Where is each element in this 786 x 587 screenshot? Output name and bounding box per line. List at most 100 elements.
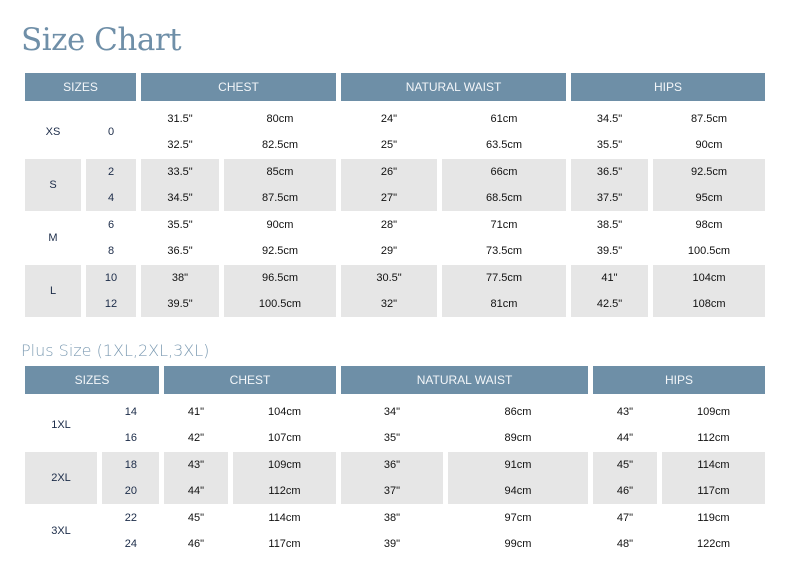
hips-inches: 39.5" [596, 245, 623, 257]
hips-inches-cell: 36.5" 37.5" [571, 159, 648, 211]
waist-inches: 38" [383, 512, 401, 524]
size-number: 6 [107, 219, 115, 231]
table-header: SIZES CHEST NATURAL WAIST HIPS [25, 73, 765, 101]
size-cell: M [25, 212, 81, 264]
waist-cm: 81cm [490, 298, 518, 310]
waist-inches: 39" [383, 538, 401, 550]
header-natural-waist: NATURAL WAIST [341, 73, 566, 101]
size-cell: L [25, 265, 81, 317]
size-label: 2XL [51, 472, 71, 484]
chest-cm-cell: 96.5cm 100.5cm [224, 265, 336, 317]
size-cell: 2XL [25, 452, 97, 504]
hips-inches: 41" [601, 272, 618, 284]
header-sizes: SIZES [25, 366, 159, 394]
chest-cm: 109cm [267, 459, 302, 471]
header-hips: HIPS [571, 73, 765, 101]
waist-inches: 29" [380, 245, 398, 257]
hips-cm: 100.5cm [687, 245, 731, 257]
chest-cm-cell: 85cm 87.5cm [224, 159, 336, 211]
size-number: 4 [107, 192, 115, 204]
hips-inches: 37.5" [596, 192, 623, 204]
waist-cm: 99cm [504, 538, 532, 550]
size-cell: XS [25, 106, 81, 158]
hips-inches: 42.5" [596, 298, 623, 310]
size-label: L [49, 285, 57, 297]
chest-inches: 45" [187, 512, 205, 524]
chest-inches: 36.5" [167, 245, 193, 257]
waist-inches-cell: 34" 35" [341, 399, 443, 451]
size-number-cell: 0 [86, 106, 136, 158]
waist-cm: 68.5cm [485, 192, 523, 204]
hips-inches-cell: 45" 46" [593, 452, 657, 504]
chest-cm: 85cm [266, 166, 294, 178]
waist-inches: 36" [383, 459, 401, 471]
chest-inches: 43" [187, 459, 205, 471]
waist-inches-cell: 26" 27" [341, 159, 437, 211]
hips-inches-cell: 43" 44" [593, 399, 657, 451]
chest-cm: 100.5cm [258, 298, 302, 310]
size-number: 2 [107, 166, 115, 178]
size-cell: 1XL [25, 399, 97, 451]
waist-cm: 91cm [504, 459, 532, 471]
chest-cm-cell: 114cm 117cm [233, 505, 336, 557]
hips-cm: 98cm [695, 219, 723, 231]
chest-inches-cell: 35.5" 36.5" [141, 212, 219, 264]
hips-cm-cell: 87.5cm 90cm [653, 106, 765, 158]
hips-cm-cell: 119cm 122cm [662, 505, 765, 557]
size-cell: 3XL [25, 505, 97, 557]
size-row-group: XS 0 31.5" 32.5" 80cm 82.5cm 24" 25" 61cm 63.5cm 3… [25, 106, 765, 159]
hips-inches: 35.5" [596, 139, 623, 151]
waist-inches: 28" [380, 219, 398, 231]
chest-cm: 117cm [268, 538, 301, 550]
plus-size-title: Plus Size (1XL,2XL,3XL) [21, 341, 210, 360]
waist-cm: 89cm [504, 432, 532, 444]
size-label: 3XL [51, 525, 71, 537]
waist-cm-cell: 91cm 94cm [448, 452, 588, 504]
hips-inches: 45" [616, 459, 634, 471]
hips-inches: 44" [616, 432, 634, 444]
chest-inches: 44" [187, 485, 205, 497]
size-row-group: 3XL 22 24 45" 46" 114cm 117cm 38" 39" 97cm 99cm 47"… [25, 505, 765, 558]
size-number-cell: 22 24 [102, 505, 159, 557]
chest-inches-cell: 41" 42" [164, 399, 228, 451]
chest-cm: 82.5cm [261, 139, 299, 151]
hips-inches: 46" [616, 485, 634, 497]
size-number: 18 [124, 459, 137, 471]
waist-inches-cell: 36" 37" [341, 452, 443, 504]
hips-cm: 117cm [697, 485, 730, 497]
waist-inches: 37" [383, 485, 401, 497]
chest-inches: 46" [187, 538, 205, 550]
waist-cm-cell: 66cm 68.5cm [442, 159, 566, 211]
waist-cm-cell: 71cm 73.5cm [442, 212, 566, 264]
chest-cm: 104cm [267, 406, 302, 418]
waist-cm: 94cm [504, 485, 532, 497]
chest-inches: 32.5" [167, 139, 193, 151]
hips-inches: 43" [616, 406, 634, 418]
header-natural-waist: NATURAL WAIST [341, 366, 588, 394]
waist-inches: 24" [380, 113, 398, 125]
waist-cm: 63.5cm [485, 139, 523, 151]
waist-cm-cell: 86cm 89cm [448, 399, 588, 451]
chest-inches: 34.5" [167, 192, 193, 204]
header-chest: CHEST [164, 366, 336, 394]
waist-cm: 86cm [504, 406, 532, 418]
size-number: 12 [104, 298, 118, 310]
size-number-cell: 10 12 [86, 265, 136, 317]
size-label: S [49, 179, 57, 191]
hips-cm: 90cm [695, 139, 723, 151]
waist-cm: 77.5cm [485, 272, 523, 284]
chest-cm-cell: 104cm 107cm [233, 399, 336, 451]
chest-inches: 42" [187, 432, 205, 444]
waist-cm-cell: 97cm 99cm [448, 505, 588, 557]
waist-inches: 27" [380, 192, 398, 204]
size-number: 10 [104, 272, 118, 284]
waist-inches-cell: 38" 39" [341, 505, 443, 557]
plus-size-chart-table: SIZES CHEST NATURAL WAIST HIPS 1XL 14 16 41" 42"… [25, 366, 765, 558]
chest-cm: 114cm [268, 512, 301, 524]
waist-inches: 26" [380, 166, 398, 178]
chest-inches: 39.5" [167, 298, 193, 310]
chest-cm: 80cm [266, 113, 294, 125]
waist-inches-cell: 24" 25" [341, 106, 437, 158]
waist-cm: 73.5cm [485, 245, 523, 257]
